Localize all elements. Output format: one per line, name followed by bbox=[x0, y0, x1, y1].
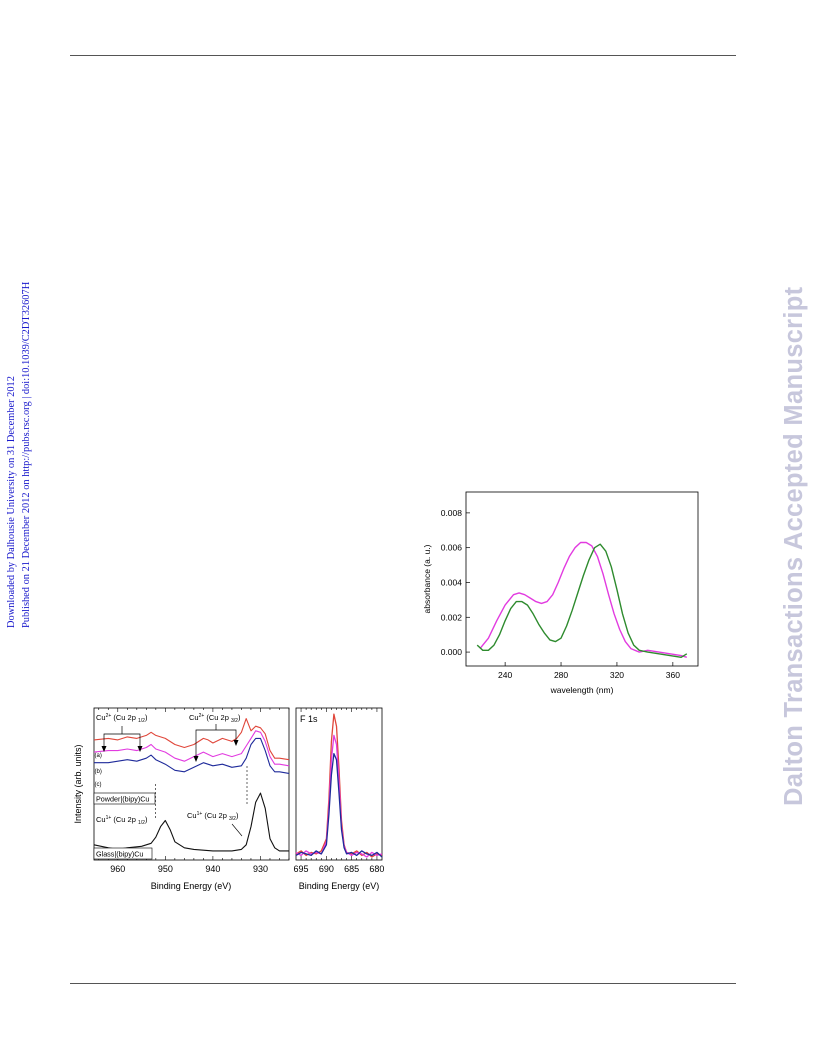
cu2p-x-tick-label: 930 bbox=[253, 864, 268, 874]
uv-y-tick-label: 0.002 bbox=[441, 612, 463, 622]
xps-spectra-figure: 960 950 940 930 695 690 685 680 Cu2+ (Cu 2p 1/… bbox=[73, 707, 384, 891]
f1s-panel-title: F 1s bbox=[300, 714, 318, 724]
glass-sample-label: Glass|(bipy)Cu bbox=[96, 850, 143, 859]
cu2p-series-line-1 bbox=[93, 718, 290, 761]
glass-sample-box bbox=[93, 847, 153, 860]
cu1-1-2-label: Cu1+ (Cu 2p 1/2) bbox=[96, 815, 148, 826]
uv-x-tick-label: 360 bbox=[666, 670, 680, 680]
series-b-label: (b) bbox=[95, 769, 102, 775]
f1s-series-line-3 bbox=[295, 752, 383, 858]
cu2-right-arrow-icon bbox=[233, 740, 239, 746]
uv-series-line-2 bbox=[476, 543, 688, 659]
cu2p-series-group bbox=[93, 718, 290, 852]
cu2-1-2-label: Cu2+ (Cu 2p 1/2) bbox=[96, 713, 148, 724]
download-notice: Downloaded by Dalhousie University on 31… bbox=[4, 272, 34, 628]
f1s-series-group bbox=[295, 713, 383, 858]
uv-y-label: absorbance (a. u.) bbox=[422, 544, 432, 613]
uv-absorbance-chart: 0.000 0.002 0.004 0.006 0.008 240 280 320 360 w… bbox=[422, 491, 699, 695]
uv-x-label: wavelength (nm) bbox=[550, 685, 614, 695]
watermark-text: Dalton Transactions Accepted Manuscript bbox=[780, 286, 808, 806]
cu2p-series-line-2 bbox=[93, 730, 290, 767]
footer-rule bbox=[70, 983, 736, 984]
uv-x-tick-label: 240 bbox=[498, 670, 512, 680]
f1s-x-tick-label: 685 bbox=[344, 864, 359, 874]
series-a-label: (a) bbox=[95, 753, 102, 759]
download-notice-line1: Downloaded by Dalhousie University on 31… bbox=[6, 376, 17, 628]
cu2-left-bracket bbox=[103, 733, 141, 746]
uv-y-axis: 0.000 0.002 0.004 0.006 0.008 bbox=[441, 508, 470, 657]
cu2p-series-line-4 bbox=[93, 792, 289, 852]
uv-y-tick-label: 0.008 bbox=[441, 508, 463, 518]
uv-series-group bbox=[476, 541, 688, 659]
f1s-x-axis: 695 690 685 680 bbox=[294, 708, 384, 874]
f1s-x-label: Binding Energy (eV) bbox=[299, 881, 380, 891]
cu2p-x-tick-label: 950 bbox=[158, 864, 173, 874]
uv-x-tick-label: 280 bbox=[554, 670, 568, 680]
cu2-left-arrow-icon bbox=[101, 746, 107, 752]
f1s-x-tick-label: 680 bbox=[369, 864, 384, 874]
f1s-plot-frame bbox=[295, 707, 383, 861]
powder-sample-box bbox=[93, 792, 156, 805]
cu2-right-bracket bbox=[195, 729, 237, 756]
download-notice-line2: Published on 21 December 2012 on http://… bbox=[21, 281, 32, 628]
powder-sample-label: Powder|(bipy)Cu bbox=[96, 795, 149, 804]
accepted-manuscript-watermark: Dalton Transactions Accepted Manuscript bbox=[776, 270, 812, 806]
cu2p-series-line-3 bbox=[94, 737, 290, 774]
f1s-x-tick-label: 690 bbox=[319, 864, 334, 874]
uv-y-tick-label: 0.006 bbox=[441, 543, 463, 553]
cu2-right-arrow-icon bbox=[193, 756, 199, 762]
cu1-3-2-label: Cu1+ (Cu 2p 3/2) bbox=[187, 811, 239, 822]
cu2-3-2-label: Cu2+ (Cu 2p 3/2) bbox=[189, 713, 241, 724]
uv-series-line-1 bbox=[479, 541, 688, 658]
cu2p-x-tick-label: 940 bbox=[205, 864, 220, 874]
cu2p-x-label: Binding Energy (eV) bbox=[151, 881, 232, 891]
header-rule bbox=[70, 55, 736, 56]
cu2p-y-label: Intensity (arb. units) bbox=[73, 744, 83, 823]
uv-y-tick-label: 0.004 bbox=[441, 577, 463, 587]
cu2p-plot-frame bbox=[93, 707, 290, 861]
uv-y-tick-label: 0.000 bbox=[441, 647, 463, 657]
cu2p-x-tick-label: 960 bbox=[110, 864, 125, 874]
uv-plot-frame bbox=[465, 491, 699, 667]
uv-x-axis: 240 280 320 360 bbox=[498, 662, 680, 680]
cu1-right-pointer bbox=[231, 823, 243, 837]
series-c-label: (c) bbox=[95, 782, 102, 788]
cu2-left-arrow-icon bbox=[137, 746, 143, 752]
uv-x-tick-label: 320 bbox=[610, 670, 624, 680]
f1s-x-tick-label: 695 bbox=[294, 864, 309, 874]
